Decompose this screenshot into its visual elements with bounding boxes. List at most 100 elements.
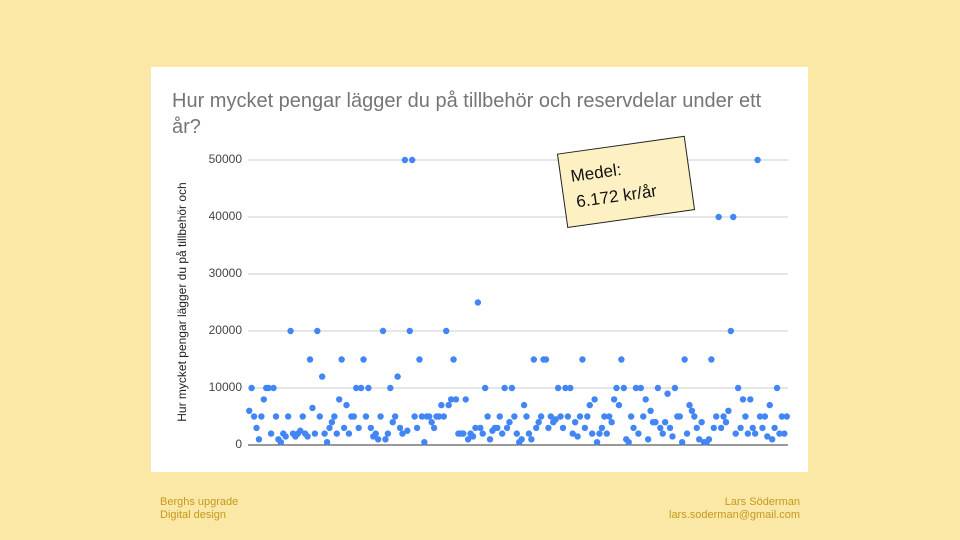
point [783,413,790,420]
point [691,413,698,420]
point [438,401,445,409]
point [389,419,396,426]
point [474,299,482,306]
point [571,419,579,426]
point [406,327,413,335]
point [314,327,321,335]
note: Medel: 6.172 kr/år [556,135,696,228]
point [637,384,645,392]
point [297,427,304,434]
footer-text: lars.soderman@gmail.com [669,509,800,521]
point [545,424,552,432]
point [421,438,428,446]
point [309,404,316,412]
point [258,413,265,420]
point [737,424,744,432]
point [647,407,654,414]
point [340,424,348,432]
point [722,419,730,426]
point [518,436,525,443]
chart-panel [151,67,808,472]
point [708,356,715,363]
point [715,213,722,221]
point [693,424,700,432]
point [615,401,623,409]
point [445,401,452,409]
point [754,156,761,164]
point [666,424,674,432]
point [542,356,550,363]
point [734,384,742,392]
point [564,413,572,420]
point [749,424,756,432]
point [610,396,618,403]
point [246,407,253,414]
point [365,384,372,392]
point [574,433,581,440]
point [384,430,392,437]
point [404,427,411,434]
point [304,433,311,440]
point [661,419,669,426]
point [331,413,338,420]
point [447,396,455,403]
point [338,356,345,363]
point [299,413,306,420]
point [360,356,367,363]
point [525,430,533,437]
point [632,384,640,392]
point [435,413,443,420]
point [443,327,450,335]
point [362,413,370,420]
point [764,433,771,440]
footer-right: Lars Söderman lars.soderman@gmail.com [669,496,800,522]
footer-text: Lars Söderman [724,496,800,508]
point [486,436,494,443]
point [625,438,632,446]
point [644,436,652,443]
y-axis-label: Hur mycket pengar lägger du på tillbehör… [175,182,189,421]
point [450,356,457,363]
point [506,419,513,426]
point [321,430,328,437]
point [768,436,776,443]
point [557,413,564,420]
point [588,430,596,437]
point [326,424,333,432]
point [396,424,404,432]
point [511,413,518,420]
point [496,413,503,420]
point [503,424,511,432]
point [391,413,399,420]
point [720,413,727,420]
point [669,433,676,440]
point [333,430,340,437]
point [552,416,559,423]
point [606,413,613,420]
point [698,419,705,426]
point [608,419,615,426]
point [773,384,781,392]
point [494,424,501,432]
point [452,396,460,403]
point [418,413,426,420]
point [399,430,406,437]
point [766,401,773,409]
point [284,413,292,420]
point [778,413,786,420]
point [688,407,696,414]
point [652,419,659,426]
point [387,384,394,392]
point [513,430,520,437]
point [640,413,647,420]
point [603,430,610,437]
point [671,384,679,392]
point [776,430,783,437]
point [744,430,752,437]
point [367,424,375,432]
point [343,401,350,409]
point [250,413,258,420]
point [498,430,506,437]
point [357,384,365,392]
point [654,384,662,392]
